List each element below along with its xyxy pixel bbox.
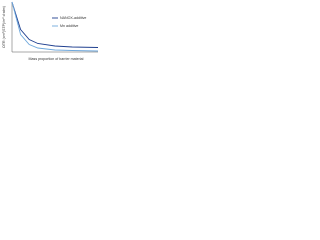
chart: Mass proportion of barrier material OTR …: [2, 1, 99, 61]
legend-label: NANOX-additive: [60, 16, 86, 20]
page: {"chart_data": { "type": "line", "x_labe…: [0, 0, 100, 64]
series-line: [11, 1, 99, 48]
y-axis-label: OTR (cm³(STP)/m²·d·atm): [2, 6, 6, 48]
x-axis-label: Mass proportion of barrier material: [29, 57, 84, 61]
series-line: [11, 1, 99, 52]
legend-label: Mn additive: [60, 24, 78, 28]
